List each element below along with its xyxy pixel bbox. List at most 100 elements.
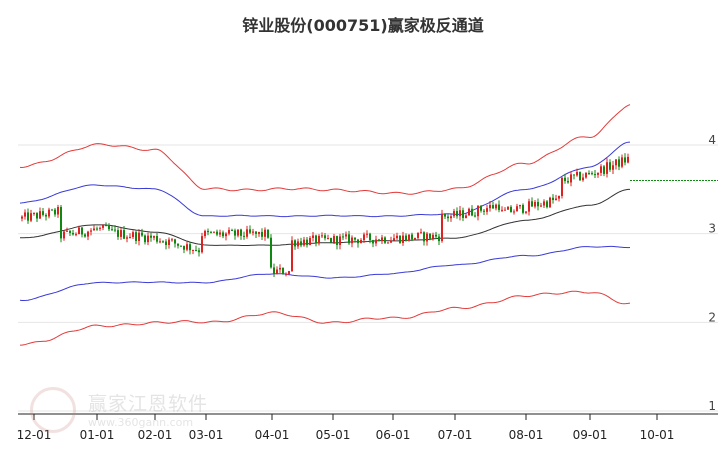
candle-body: [348, 234, 350, 244]
candle-body: [144, 235, 146, 243]
candle-body: [366, 233, 368, 235]
candle-body: [369, 233, 371, 241]
candle-body: [261, 231, 263, 237]
candle-body: [627, 156, 629, 163]
candle-body: [396, 235, 398, 239]
candle-body: [81, 227, 83, 235]
x-tick-label: 01-01: [80, 428, 115, 442]
candle-body: [408, 234, 410, 241]
candle-body: [570, 174, 572, 183]
candle-body: [267, 229, 269, 238]
candle-body: [591, 173, 593, 175]
candle-body: [423, 232, 425, 242]
candle-body: [588, 172, 590, 174]
candle-body: [126, 237, 128, 239]
candle-body: [165, 241, 167, 246]
candle-body: [138, 232, 140, 241]
candle-body: [390, 240, 392, 243]
candle-body: [498, 204, 500, 210]
candle-body: [564, 177, 566, 182]
candle-body: [510, 206, 512, 213]
x-tick-label: 12-01: [17, 428, 52, 442]
series-line-outer-upper: [19, 104, 631, 195]
candle-body: [315, 235, 317, 244]
candle-body: [501, 209, 503, 211]
candle-body: [312, 235, 314, 238]
candle-body: [33, 213, 35, 215]
candle-body: [417, 232, 419, 238]
candle-body: [513, 211, 515, 213]
y-tick-label: 2: [708, 310, 716, 324]
candle-body: [243, 235, 245, 237]
candle-body: [258, 231, 260, 234]
candle-body: [231, 229, 233, 231]
candle-body: [189, 244, 191, 251]
candle-body: [459, 210, 461, 217]
candle-body: [273, 267, 275, 274]
candle-body: [609, 162, 611, 170]
candle-body: [225, 233, 227, 237]
candle-body: [210, 232, 212, 234]
candle-body: [135, 232, 137, 241]
candle-body: [414, 237, 416, 240]
x-tick-label: 04-01: [255, 428, 290, 442]
candle-body: [279, 267, 281, 270]
watermark-seal-icon: [30, 387, 76, 433]
candle-body: [378, 239, 380, 242]
candle-body: [183, 246, 185, 250]
x-tick-label: 03-01: [189, 428, 224, 442]
candle-body: [537, 201, 539, 207]
candle-body: [600, 166, 602, 173]
candle-body: [399, 235, 401, 243]
candle-body: [93, 228, 95, 231]
candle-body: [387, 242, 389, 244]
candle-body: [495, 204, 497, 209]
series-line-mid: [19, 188, 630, 246]
candle-body: [27, 212, 29, 221]
candle-body: [198, 250, 200, 253]
candle-body: [255, 231, 257, 234]
candle-body: [291, 240, 293, 272]
candle-body: [234, 230, 236, 236]
candle-body: [486, 208, 488, 212]
candle-body: [324, 235, 326, 239]
candle-body: [342, 236, 344, 238]
x-tick-label: 08-01: [509, 428, 544, 442]
candle-body: [300, 241, 302, 246]
candle-body: [447, 216, 449, 219]
candle-body: [219, 232, 221, 235]
candle-body: [36, 213, 38, 219]
candle-body: [75, 234, 77, 236]
candle-body: [597, 172, 599, 175]
candle-body: [294, 240, 296, 247]
candle-body: [297, 241, 299, 247]
y-tick-label: 1: [708, 399, 716, 413]
candle-body: [246, 229, 248, 237]
candle-body: [525, 211, 527, 213]
candle-body: [84, 234, 86, 237]
candle-body: [594, 174, 596, 176]
candle-body: [72, 232, 74, 235]
candle-body: [339, 236, 341, 246]
candle-body: [483, 210, 485, 212]
candle-body: [432, 234, 434, 239]
candle-body: [456, 211, 458, 217]
candle-body: [576, 172, 578, 176]
candle-body: [45, 214, 47, 217]
candle-body: [108, 226, 110, 230]
candle-body: [132, 232, 134, 238]
candle-body: [111, 229, 113, 231]
candle-body: [102, 225, 104, 228]
candle-body: [204, 230, 206, 237]
candle-body: [129, 237, 131, 239]
candle-body: [462, 210, 464, 218]
candle-body: [66, 230, 68, 232]
candle-body: [39, 211, 41, 219]
candle-body: [87, 231, 89, 237]
candle-body: [42, 211, 44, 215]
candle-body: [573, 174, 575, 176]
x-tick-label: 02-01: [138, 428, 173, 442]
candle-body: [216, 231, 218, 235]
candle-body: [327, 237, 329, 239]
candle-body: [60, 206, 62, 239]
